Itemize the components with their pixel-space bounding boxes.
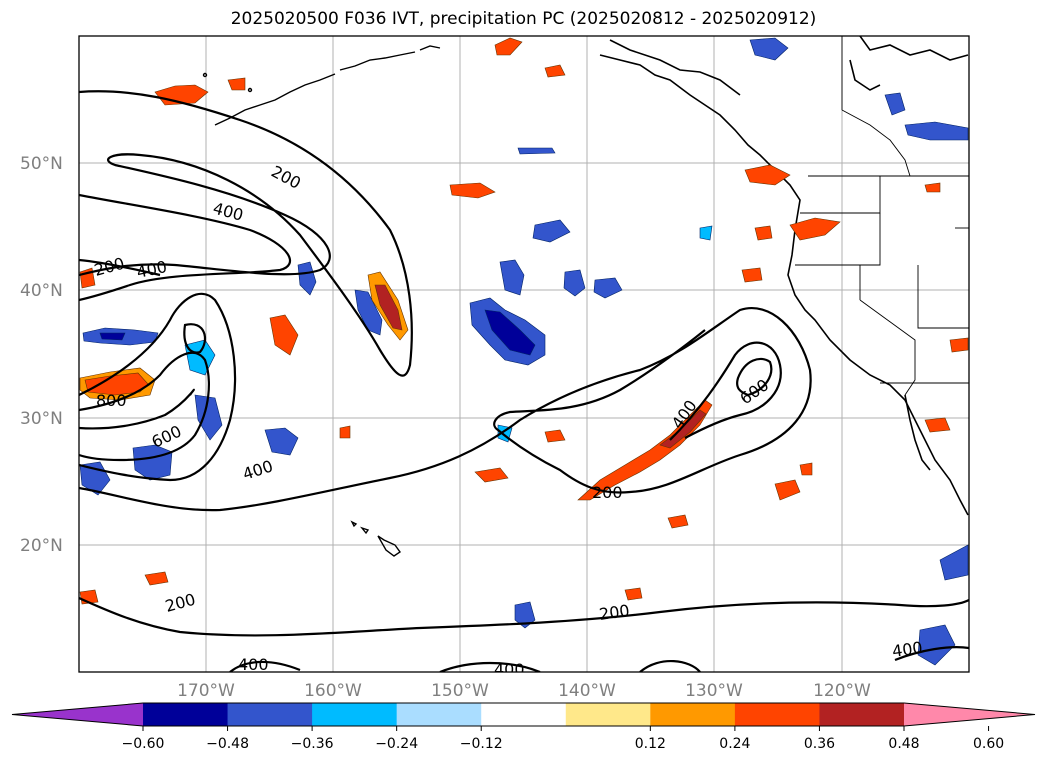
- colorbar-tick-label: 0.24: [719, 736, 750, 752]
- colorbar-segment: [312, 703, 398, 726]
- colorbar-tick-label: −0.12: [460, 736, 503, 752]
- contour-label: 200: [598, 601, 631, 624]
- colorbar-segment: [143, 703, 229, 726]
- lon-label-120w: 120°W: [813, 681, 871, 701]
- colorbar-tick-label: 0.48: [888, 736, 919, 752]
- colorbar-tick-label: 0.36: [804, 736, 835, 752]
- longitude-labels: 170°W 160°W 150°W 140°W 130°W 120°W: [177, 681, 871, 701]
- colorbar-segment: [650, 703, 736, 726]
- contour-label: 400: [238, 655, 269, 674]
- contour-label: 200: [592, 483, 623, 502]
- contour-label: 200: [163, 590, 197, 616]
- contour-label: 400: [494, 660, 525, 679]
- colorbar-segment: [565, 703, 651, 726]
- colorbar-tick-label: −0.48: [206, 736, 249, 752]
- colorbar-tick-label: 0.12: [635, 736, 666, 752]
- lon-label-150w: 150°W: [431, 681, 489, 701]
- lat-label-20: 20°N: [20, 536, 63, 556]
- contour-label: 600: [149, 421, 185, 451]
- colorbar-segment: [734, 703, 820, 726]
- colorbar-segment: [227, 703, 313, 726]
- colorbar-tick-label: 0.60: [973, 736, 1004, 752]
- lon-label-160w: 160°W: [304, 681, 362, 701]
- colorbar-segment: [396, 703, 482, 726]
- colorbar-extend-low: [12, 703, 143, 726]
- colorbar-tick-label: −0.60: [122, 736, 165, 752]
- coastline-hawaii: [350, 520, 401, 557]
- lat-label-50: 50°N: [20, 154, 63, 174]
- lon-label-130w: 130°W: [685, 681, 743, 701]
- colorbar-tick-label: −0.24: [375, 736, 418, 752]
- precip-negative-regions: [79, 37, 969, 666]
- colorbar-segment: [819, 703, 905, 726]
- map-title: 2025020500 F036 IVT, precipitation PC (2…: [230, 9, 817, 29]
- ivt-contours: [79, 90, 969, 672]
- contour-label: 400: [240, 456, 275, 484]
- coastline-north-america: [599, 36, 969, 516]
- lat-label-40: 40°N: [20, 281, 63, 301]
- contour-label: 200: [268, 162, 304, 193]
- lat-label-30: 30°N: [20, 409, 63, 429]
- colorbar-tick-label: −0.36: [291, 736, 334, 752]
- colorbar-segment: [481, 703, 567, 726]
- map-frame: [78, 35, 970, 673]
- contour-label: 400: [891, 638, 924, 661]
- latitude-labels: 50°N 40°N 30°N 20°N: [20, 154, 63, 556]
- lon-label-170w: 170°W: [177, 681, 235, 701]
- gridlines: [79, 36, 969, 672]
- coastline-alaska: [202, 45, 441, 126]
- political-borders: [795, 36, 969, 396]
- precip-positive-regions: [79, 37, 969, 605]
- map-plot-area: 200 400 200 400 800 600 400 200 400 400 …: [79, 36, 969, 679]
- colorbar: −0.60 −0.48 −0.36 −0.24 −0.12 0.12 0.24 0.36 0.4…: [11, 702, 1036, 752]
- contour-label: 200: [92, 254, 126, 280]
- colorbar-extend-high: [904, 703, 1035, 726]
- contour-label: 800: [96, 391, 127, 410]
- lon-label-140w: 140°W: [558, 681, 616, 701]
